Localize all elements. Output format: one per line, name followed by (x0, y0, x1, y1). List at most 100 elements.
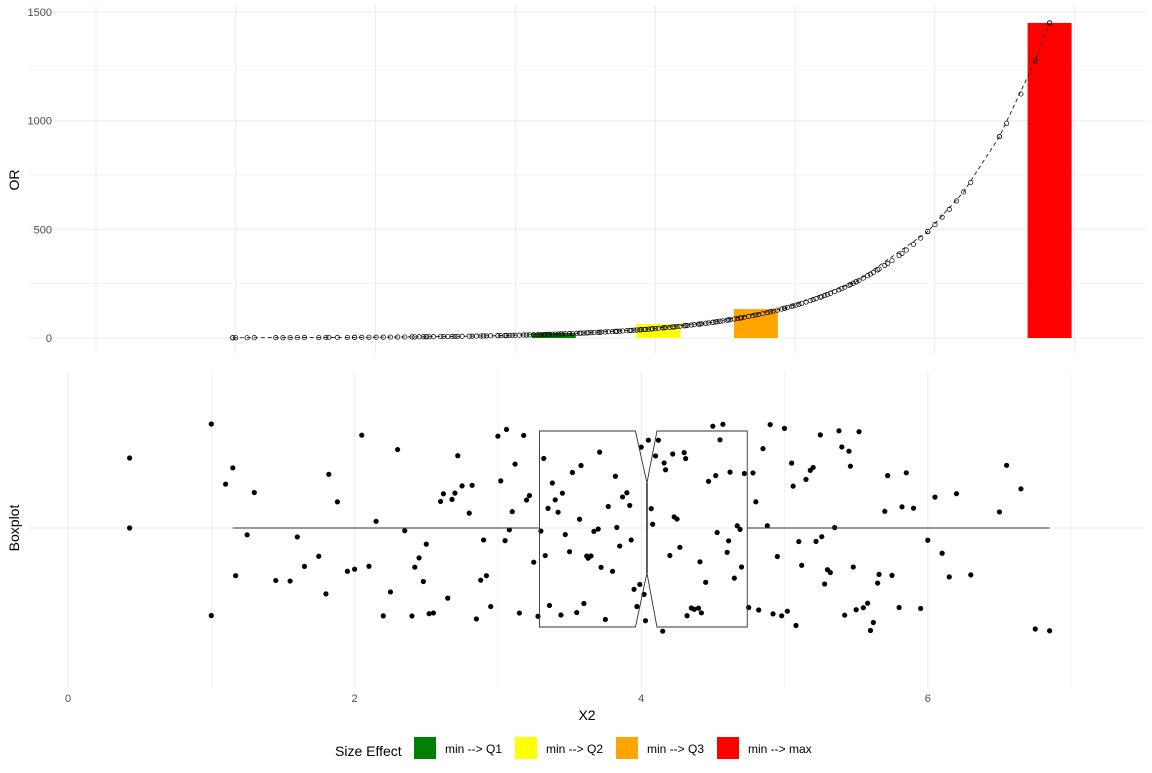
jitter-point (882, 508, 888, 514)
or-point (588, 330, 594, 336)
jitter-point (344, 568, 351, 574)
jitter-point (628, 537, 634, 543)
or-point (726, 317, 732, 323)
jitter-point (498, 478, 504, 484)
jitter-point (724, 549, 730, 555)
jitter-point (810, 464, 816, 471)
jitter-point (662, 467, 669, 473)
or-point (233, 335, 239, 341)
jitter-point (860, 605, 866, 611)
jitter-point (865, 600, 871, 606)
jitter-point (609, 568, 616, 574)
or-point (767, 309, 773, 315)
top-y-ticks: 0 500 1000 1500 (28, 7, 52, 345)
or-point (731, 316, 737, 322)
legend-label: min --> Q1 (445, 742, 502, 756)
top-y-axis-title: OR (6, 170, 22, 191)
or-point (710, 319, 716, 325)
or-point (334, 334, 340, 340)
jitter-point (449, 496, 455, 502)
top-panel-grid (30, 5, 1145, 353)
or-point (423, 334, 429, 340)
jitter-point (671, 514, 677, 520)
jitter-point (638, 444, 644, 450)
jitter-point (502, 538, 508, 544)
jitter-point (316, 553, 322, 559)
jitter-point (602, 616, 608, 623)
jitter-point (452, 490, 458, 496)
jitter-point (569, 469, 576, 476)
or-point (380, 334, 386, 340)
or-point (939, 214, 945, 220)
or-point (750, 313, 756, 319)
jitter-point (521, 432, 527, 439)
or-point (395, 334, 401, 340)
legend-swatch (717, 737, 739, 759)
jitter-point (770, 611, 776, 617)
or-point (860, 275, 866, 281)
or-point (813, 296, 819, 302)
jitter-point (546, 602, 553, 609)
jitter-point (737, 526, 743, 533)
jitter-point (819, 534, 825, 540)
or-point (558, 331, 564, 337)
jitter-point (695, 605, 702, 611)
jitter-point (591, 528, 597, 534)
or-point (737, 315, 743, 321)
jitter-point (233, 573, 239, 579)
jitter-point (326, 471, 332, 477)
or-point (420, 334, 426, 340)
jitter-point (624, 490, 630, 496)
or-point (856, 277, 862, 283)
or-point (889, 258, 895, 264)
or-point (720, 318, 726, 324)
jitter-point (612, 473, 619, 479)
jitter-point (939, 550, 945, 556)
jitter-point (760, 446, 766, 452)
jitter-point (495, 433, 501, 439)
jitter-point (423, 541, 429, 547)
jitter-point (899, 504, 905, 510)
or-point (628, 327, 634, 333)
or-point (790, 303, 796, 309)
jitter-point (352, 566, 358, 572)
jitter-point (619, 494, 626, 500)
jitter-point (968, 572, 974, 578)
or-point (280, 335, 286, 341)
jitter-point (512, 461, 518, 467)
jitter-point (803, 476, 809, 482)
bar (1027, 22, 1072, 338)
or-point (865, 273, 871, 279)
jitter-point (244, 532, 250, 538)
jitter-point (637, 581, 643, 588)
jitter-point (559, 490, 565, 496)
jitter-point (488, 603, 494, 610)
or-point (903, 247, 909, 253)
jitter-point (741, 470, 747, 477)
jitter-point (301, 563, 308, 569)
or-point (402, 334, 408, 340)
or-point (779, 306, 785, 312)
jitter-point (127, 455, 133, 461)
box (539, 430, 748, 628)
or-point (832, 289, 838, 295)
or-point (466, 333, 472, 339)
jitter-point (827, 569, 833, 576)
jitter-point (387, 589, 394, 595)
jitter-point (710, 423, 716, 429)
x-tick-label: 4 (638, 693, 644, 705)
x-tick-label: 0 (65, 693, 71, 705)
jitter-point (885, 473, 891, 479)
jitter-point (953, 491, 960, 497)
jitter-point (720, 421, 726, 427)
or-point (853, 279, 859, 285)
jitter-point (437, 498, 444, 505)
jitter-point (790, 483, 796, 489)
jitter-point (420, 578, 426, 585)
or-point (674, 324, 680, 330)
jitter-point (661, 460, 667, 466)
y-tick-label: 0 (46, 333, 52, 345)
or-point (549, 331, 555, 337)
or-point (449, 333, 455, 340)
